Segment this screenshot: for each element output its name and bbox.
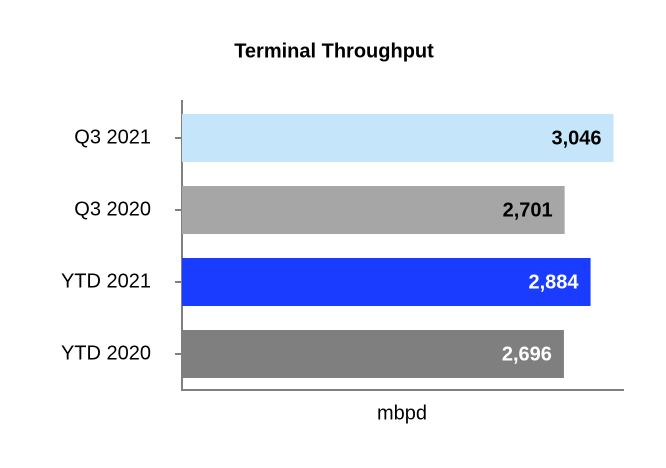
bar bbox=[182, 330, 564, 378]
bar bbox=[182, 186, 565, 234]
value-label: 2,696 bbox=[502, 343, 552, 365]
chart-title: Terminal Throughput bbox=[234, 40, 434, 62]
value-label: 3,046 bbox=[551, 127, 601, 149]
bar bbox=[182, 114, 614, 162]
bar bbox=[182, 258, 591, 306]
x-axis-label: mbpd bbox=[377, 402, 427, 424]
y-tick-label: Q3 2020 bbox=[74, 198, 151, 220]
y-tick-label: YTD 2020 bbox=[61, 342, 151, 364]
value-label: 2,884 bbox=[529, 271, 580, 293]
y-tick-label: Q3 2021 bbox=[74, 126, 151, 148]
y-tick-label: YTD 2021 bbox=[61, 270, 151, 292]
value-label: 2,701 bbox=[503, 199, 553, 221]
